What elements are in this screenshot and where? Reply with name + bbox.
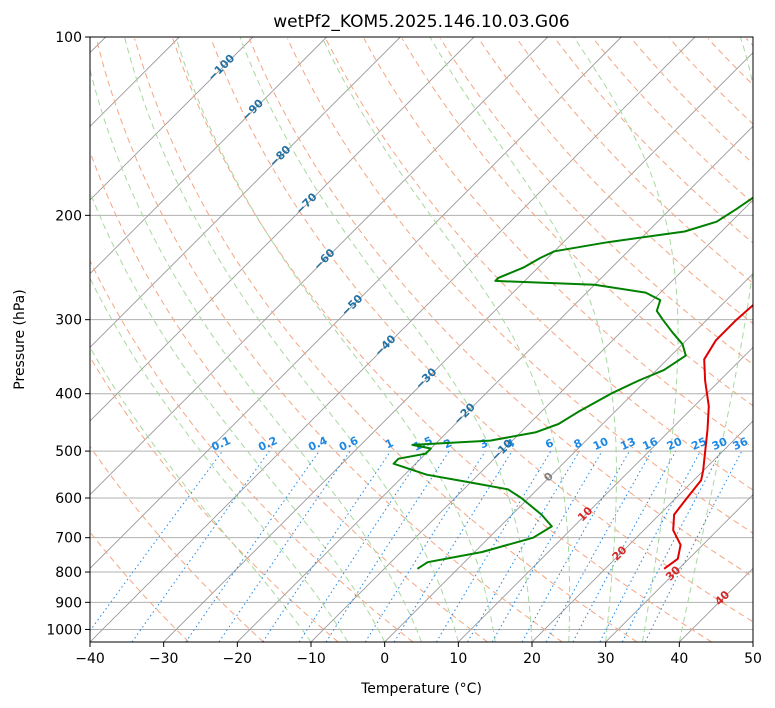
isotherm-line <box>90 37 548 496</box>
y-tick-label: 100 <box>55 30 82 46</box>
dry-adiabat-line <box>248 38 753 578</box>
x-tick-label: −10 <box>296 651 326 667</box>
isotherm-line <box>163 52 753 642</box>
mixing-ratio-line <box>218 450 351 642</box>
dry-adiabat-line <box>363 38 753 449</box>
mixing-ratio-label: 20 <box>665 435 685 453</box>
moist-adiabat-line <box>124 37 459 642</box>
dry-adiabat-line <box>134 38 638 642</box>
chart-title: wetPf2_KOM5.2025.146.10.03.G06 <box>273 12 569 32</box>
y-tick-label: 700 <box>55 531 82 547</box>
isotherm-line <box>384 273 753 642</box>
x-tick-label: 0 <box>380 651 389 667</box>
mixing-ratio-line <box>262 450 392 642</box>
isotherm-line <box>458 346 753 642</box>
y-tick-label: 200 <box>55 208 82 224</box>
dry-adiabat-line <box>90 259 414 642</box>
dry-adiabat-line <box>478 38 753 325</box>
axes-frame <box>89 36 754 643</box>
x-tick-label: −30 <box>149 651 179 667</box>
isotherm-line <box>90 37 327 275</box>
x-tick-label: −20 <box>223 651 253 667</box>
moist-adiabat-line <box>90 190 386 642</box>
plot-area <box>90 37 753 642</box>
mixing-ratio-label: 16 <box>641 435 661 453</box>
isotherm-line <box>90 37 696 642</box>
y-tick-label: 500 <box>55 444 82 460</box>
mixing-ratio-line <box>298 450 425 642</box>
moist-adiabat-line <box>321 37 571 642</box>
mixing-ratio-line <box>435 450 552 642</box>
mixing-ratio-line <box>185 450 320 642</box>
moist-adiabat-line <box>90 67 422 642</box>
dry-adiabat-line <box>95 38 563 642</box>
dry-adiabat-line <box>325 38 753 491</box>
sounding-profiles <box>392 196 753 570</box>
dry-adiabat-line <box>401 38 753 407</box>
dry-adiabat-lines <box>90 38 753 642</box>
dry-adiabat-line <box>210 38 753 623</box>
isotherm-line <box>90 37 254 201</box>
isotherm-line <box>605 494 753 642</box>
moist-adiabat-line <box>239 37 533 642</box>
moist-adiabat-line <box>678 37 753 642</box>
mixing-ratio-label: 36 <box>731 435 751 453</box>
x-axis-label: Temperature (°C) <box>360 681 482 697</box>
mixing-ratio-label: 10 <box>591 435 611 453</box>
isotherm-line <box>90 37 401 348</box>
isotherm-line <box>90 37 622 569</box>
x-tick-label: −40 <box>75 651 105 667</box>
y-tick-label: 1000 <box>46 622 82 638</box>
isotherm-line <box>90 37 475 422</box>
moist-adiabat-lines <box>90 37 753 642</box>
mixing-ratio-label: 13 <box>618 435 637 453</box>
dry-adiabat-line <box>631 38 753 165</box>
mixing-ratio-line <box>325 450 450 642</box>
y-axis-label: Pressure (hPa) <box>12 289 28 389</box>
y-tick-label: 800 <box>55 565 82 581</box>
x-tick-label: 10 <box>449 651 467 667</box>
moist-adiabat-line <box>429 37 617 642</box>
y-tick-label: 600 <box>55 491 82 507</box>
x-tick-label: 20 <box>523 651 541 667</box>
mixing-ratio-line <box>364 450 486 642</box>
moist-adiabat-line <box>90 346 312 642</box>
moist-adiabat-line <box>175 37 496 642</box>
y-tick-label: 300 <box>55 313 82 329</box>
isotherm-line <box>531 420 753 642</box>
x-tick-label: 40 <box>670 651 688 667</box>
x-tick-label: 30 <box>597 651 615 667</box>
mixing-ratio-line <box>467 450 580 642</box>
dewpoint-profile <box>392 196 753 570</box>
y-tick-label: 400 <box>55 387 82 403</box>
dry-adiabat-line <box>592 38 753 204</box>
mixing-ratio-label: 25 <box>689 435 708 453</box>
dry-adiabat-line <box>172 38 712 642</box>
temperature-profile <box>663 303 753 570</box>
isotherm-line <box>237 125 753 642</box>
moist-adiabat-line <box>573 37 679 642</box>
mixing-ratio-label: 30 <box>710 435 730 453</box>
x-tick-label: 50 <box>744 651 762 667</box>
dry-adiabat-line <box>287 38 753 534</box>
dry-adiabat-line <box>90 531 190 642</box>
mixing-ratio-line <box>393 450 513 642</box>
y-tick-label: 900 <box>55 595 82 611</box>
mixing-ratio-line <box>572 450 677 642</box>
moist-adiabat-line <box>90 277 349 642</box>
mixing-ratio-line <box>599 450 701 642</box>
isotherm-lines <box>90 37 753 642</box>
pressure-grid <box>90 37 753 630</box>
dry-adiabat-line <box>90 445 264 642</box>
